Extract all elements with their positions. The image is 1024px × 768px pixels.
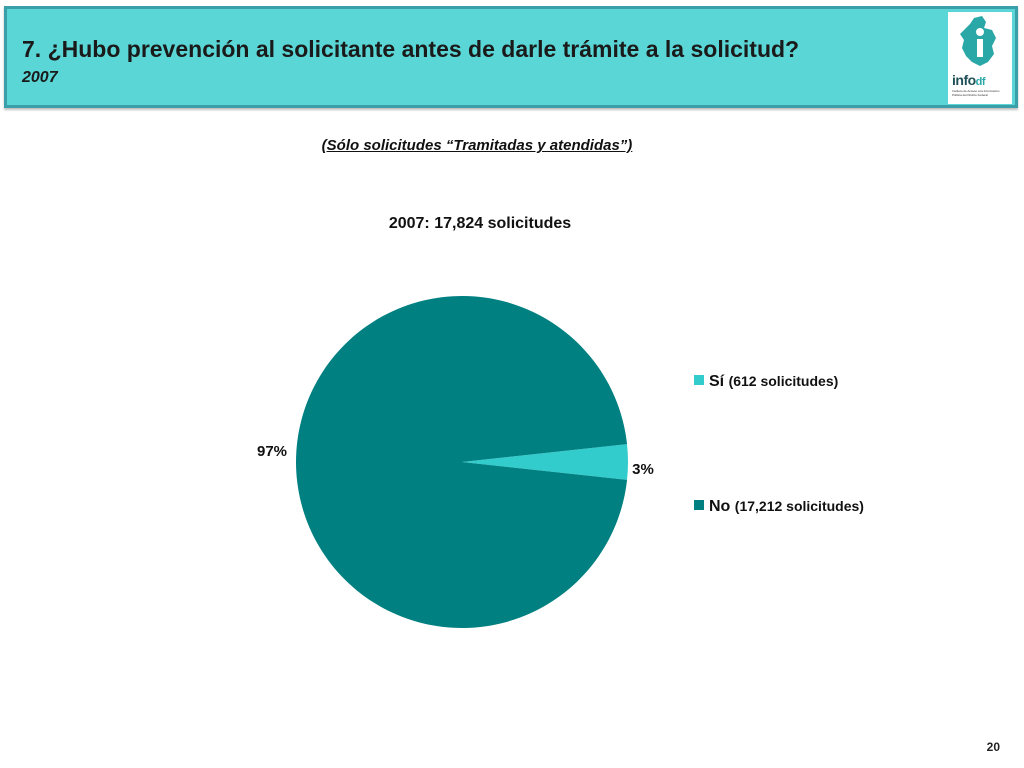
- legend-label: No (17,212 solicitudes): [709, 498, 864, 515]
- pie-slice-no: [295, 296, 628, 628]
- map-logo-icon: [960, 16, 996, 66]
- slice-percent-label: 3%: [632, 461, 654, 478]
- logo-wordmark: infodf: [952, 72, 986, 88]
- chart-subtitle: (Sólo solicitudes “Tramitadas y atendida…: [321, 137, 633, 154]
- logo-caption: Instituto de Acceso a la Información Púb…: [952, 89, 1000, 97]
- slide-year: 2007: [22, 69, 58, 86]
- page-number: 20: [986, 740, 1000, 754]
- slice-percent-label: 97%: [257, 443, 287, 460]
- legend-swatch: [694, 500, 704, 510]
- legend-label: Sí (612 solicitudes): [709, 373, 838, 390]
- slide-title: 7. ¿Hubo prevención al solicitante antes…: [22, 36, 800, 62]
- infodf-logo: infodf Instituto de Acceso a la Informac…: [948, 12, 1012, 104]
- header-banner: 7. ¿Hubo prevención al solicitante antes…: [4, 6, 1018, 108]
- legend-swatch: [694, 375, 704, 385]
- pie-slice-si: [462, 444, 628, 480]
- chart-title: 2007: 17,824 solicitudes: [389, 215, 571, 232]
